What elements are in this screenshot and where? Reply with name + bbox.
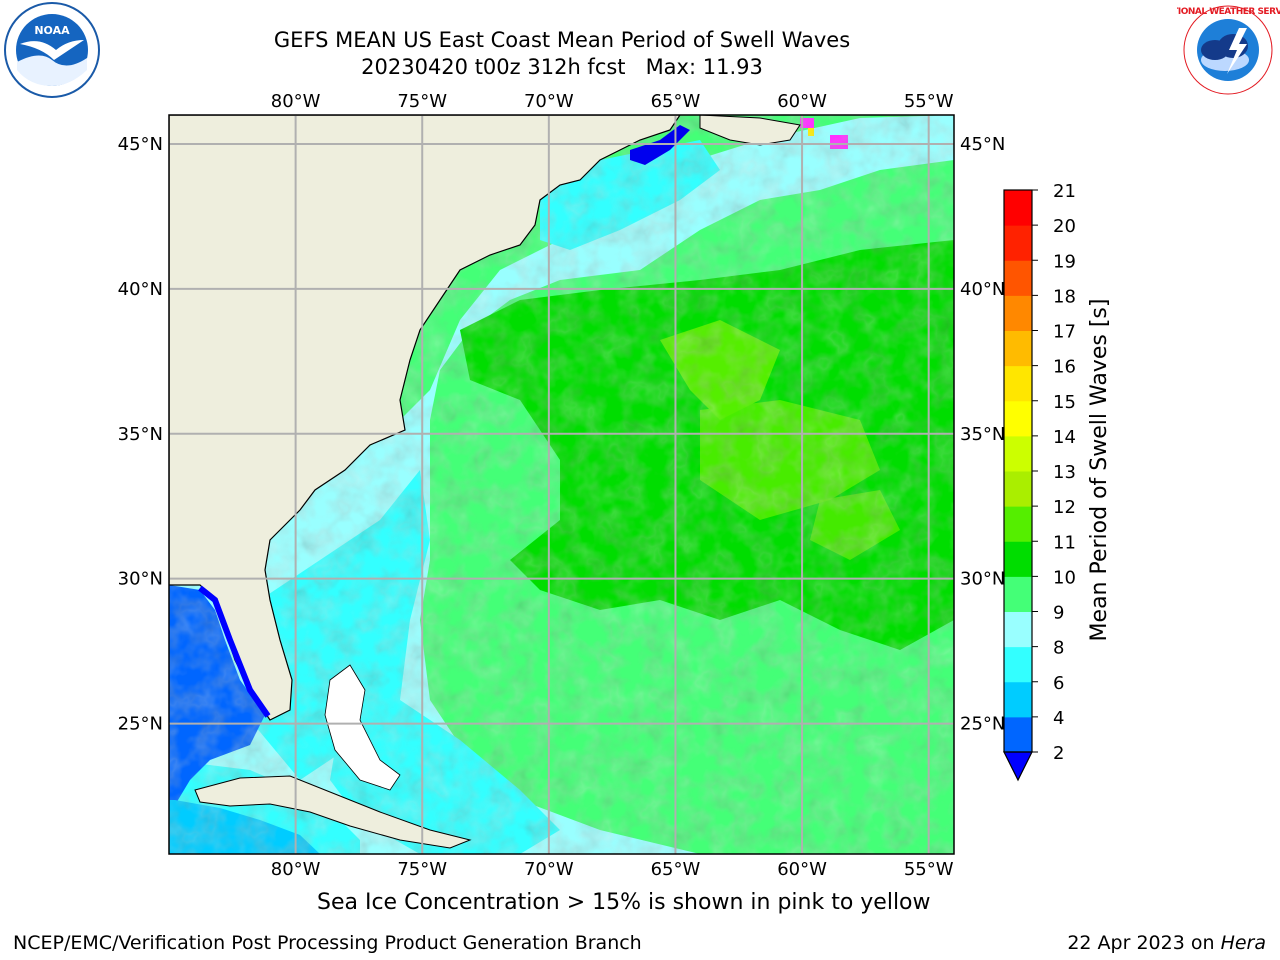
lat-tick-label: 45°N [118, 134, 163, 155]
colorbar-segment [1004, 295, 1032, 331]
colorbar-segment [1004, 190, 1032, 226]
colorbar-segment [1004, 646, 1032, 683]
lon-tick-label: 55°W [904, 859, 954, 880]
colorbar-segment [1004, 330, 1032, 367]
credit-line: NCEP/EMC/Verification Post Processing Pr… [13, 932, 642, 954]
lon-tick-label: 65°W [651, 91, 701, 112]
lat-tick-label: 25°N [118, 714, 163, 735]
lat-tick-label: 40°N [960, 279, 1005, 300]
colorbar-segment [1004, 435, 1032, 472]
colorbar-segment [1004, 716, 1032, 753]
colorbar-tick-label: 14 [1053, 427, 1076, 448]
lon-tick-label: 65°W [651, 859, 701, 880]
lat-tick-label: 35°N [118, 424, 163, 445]
lat-tick-label: 45°N [960, 134, 1005, 155]
colorbar-segment [1004, 681, 1032, 718]
lon-tick-label: 80°W [271, 91, 321, 112]
bahamas-bank [324, 664, 401, 791]
nova-scotia-land [699, 115, 801, 146]
colorbar-segment [1004, 471, 1032, 507]
colorbar-segment [1004, 400, 1032, 437]
lon-tick-label: 80°W [271, 859, 321, 880]
lat-tick-label: 30°N [118, 569, 163, 590]
colorbar-tick-label: 4 [1053, 708, 1064, 729]
colorbar-tick-label: 15 [1053, 392, 1076, 413]
map-subtitle: 20230420 t00z 312h fcst Max: 11.93 [361, 55, 763, 79]
colorbar-segment [1004, 260, 1032, 296]
map-frame [168, 114, 955, 855]
colorbar-tick-label: 10 [1053, 567, 1076, 588]
nws-logo: NATIONAL WEATHER SERVICE [1177, 4, 1280, 96]
lat-tick-label: 40°N [118, 279, 163, 300]
lon-tick-label: 70°W [524, 859, 574, 880]
run-date: 22 Apr 2023 on [1067, 932, 1221, 954]
colorbar-segment [1004, 225, 1032, 261]
lat-tick-label: 25°N [960, 714, 1005, 735]
colorbar-tick-label: 20 [1053, 216, 1076, 237]
sea-ice-note: Sea Ice Concentration > 15% is shown in … [317, 890, 931, 915]
colorbar-extend-min [1003, 751, 1033, 782]
colorbar-tick-label: 18 [1053, 286, 1076, 307]
date-line: 22 Apr 2023 on Hera [1067, 932, 1266, 954]
colorbar-segment [1004, 506, 1032, 542]
noaa-logo: NOAA [4, 2, 100, 98]
lon-tick-label: 75°W [397, 859, 447, 880]
colorbar-tick-label: 2 [1053, 743, 1064, 764]
host-name: Hera [1220, 932, 1266, 954]
colorbar-segment [1004, 576, 1032, 612]
colorbar-tick-label: 19 [1053, 251, 1076, 272]
colorbar-tick-label: 16 [1053, 357, 1076, 378]
colorbar-tick-label: 8 [1053, 638, 1064, 659]
lon-tick-label: 55°W [904, 91, 954, 112]
colorbar-tick-label: 13 [1053, 462, 1076, 483]
colorbar-label: Mean Period of Swell Waves [s] [1087, 299, 1112, 642]
lat-tick-label: 35°N [960, 424, 1005, 445]
cuba-land [194, 775, 472, 849]
lon-tick-label: 75°W [397, 91, 447, 112]
colorbar-segment [1004, 541, 1032, 577]
colorbar-segment [1004, 611, 1032, 648]
map-title: GEFS MEAN US East Coast Mean Period of S… [273, 28, 851, 52]
colorbar-tick-label: 12 [1053, 497, 1076, 518]
colorbar-tick-label: 21 [1053, 181, 1076, 202]
graticule [169, 115, 954, 854]
axis-tick-labels: 80°W 80°W 75°W 75°W 70°W 70°W 65°W 65°W 60°W 60°W… [118, 91, 1006, 880]
colorbar-tick-label: 9 [1053, 603, 1064, 624]
lon-tick-label: 60°W [777, 91, 827, 112]
colorbar-segment [1004, 365, 1032, 402]
lon-tick-label: 60°W [777, 859, 827, 880]
colorbar-tick-label: 11 [1053, 532, 1076, 553]
colorbar: 2 4 6 8 9 10 11 12 13 14 15 16 17 18 19 20 21 [1003, 181, 1076, 782]
gulf-coast-shallow [198, 585, 271, 718]
colorbar-tick-label: 6 [1053, 673, 1064, 694]
lon-tick-label: 70°W [524, 91, 574, 112]
lat-tick-label: 30°N [960, 569, 1005, 590]
plot-area [169, 115, 954, 854]
noaa-logo-text: NOAA [34, 24, 70, 37]
colorbar-tick-label: 17 [1053, 322, 1076, 343]
nws-logo-text: NATIONAL WEATHER SERVICE [1177, 7, 1280, 17]
